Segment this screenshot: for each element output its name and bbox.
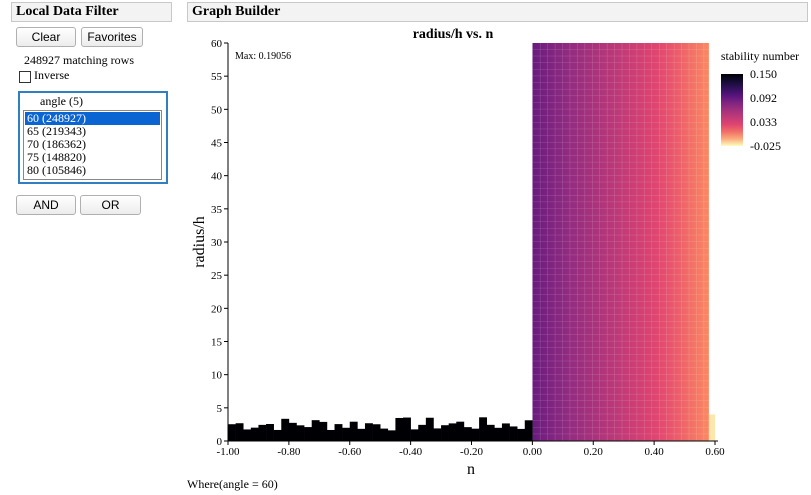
local-data-filter-title: Local Data Filter [11, 2, 172, 22]
heatmap-low-cell [486, 424, 495, 441]
list-item-angle-65[interactable]: 65 (219343) [27, 124, 86, 138]
y-tick-label: 15 [211, 337, 223, 349]
chart-title: radius/h vs. n [413, 27, 494, 42]
heatmap-low-cell [243, 429, 252, 441]
y-axis: 0 5 10 15 20 25 30 35 40 45 50 55 60 [211, 38, 228, 448]
matching-rows-text: 248927 matching rows [24, 53, 134, 67]
heatmap-low-cell [281, 418, 290, 441]
inverse-checkbox[interactable] [19, 71, 31, 83]
heatmap-low-cells [228, 417, 533, 441]
heatmap-low-cell [410, 429, 419, 441]
inverse-label: Inverse [34, 68, 70, 82]
heatmap-low-cell [250, 427, 259, 441]
legend-colorbar [721, 74, 743, 146]
heatmap-low-cell [403, 417, 411, 441]
x-tick-label: 0.20 [584, 446, 604, 458]
legend-labels: 0.150 0.092 0.033 -0.025 [750, 67, 781, 153]
heatmap-low-cell [380, 428, 389, 441]
list-item-angle-60[interactable]: 60 (248927) [25, 112, 160, 125]
y-axis-label: radius/h [191, 216, 208, 268]
legend-label: -0.025 [750, 139, 781, 153]
heatmap-low-cell [319, 421, 328, 441]
legend-label: 0.150 [750, 67, 777, 81]
heatmap-low-cell [395, 417, 404, 441]
heatmap-low-cell [479, 417, 488, 441]
y-tick-label: 55 [211, 71, 223, 83]
heatmap-cell-grid [532, 43, 709, 441]
and-button[interactable]: AND [16, 195, 76, 215]
x-tick-label: 0.40 [645, 446, 665, 458]
plot-area [228, 43, 715, 441]
legend-label: 0.092 [750, 91, 777, 105]
list-item-angle-80[interactable]: 80 (105846) [27, 163, 86, 177]
heatmap-low-cell [311, 420, 320, 441]
heatmap-low-cell [342, 427, 351, 441]
heatmap-low-cell [228, 424, 236, 441]
y-tick-label: 20 [211, 303, 223, 315]
x-tick-label: 0.00 [523, 446, 543, 458]
y-tick-label: 60 [211, 38, 223, 50]
favorites-button[interactable]: Favorites [81, 27, 143, 47]
heatmap-low-cell [418, 424, 427, 441]
heatmap-low-cell [501, 423, 510, 441]
heatmap-low-cell [334, 424, 343, 441]
heatmap-low-cell [471, 428, 480, 441]
heatmap-low-cell [425, 417, 434, 441]
max-annotation: Max: 0.19056 [235, 51, 291, 62]
heatmap-low-cell [448, 423, 457, 441]
heatmap-low-cell [296, 425, 305, 441]
heatmap-region-edge [708, 414, 715, 441]
y-tick-label: 30 [211, 237, 223, 249]
or-button[interactable]: OR [80, 195, 141, 215]
heatmap-low-cell [288, 422, 297, 441]
x-tick-label: -0.80 [277, 446, 300, 458]
y-tick-label: 10 [211, 370, 223, 382]
heatmap-low-cell [433, 428, 442, 441]
x-axis-label: n [467, 461, 475, 478]
heatmap-low-cell [524, 420, 533, 441]
heatmap-low-cell [494, 427, 503, 441]
heatmap-low-cell [456, 421, 465, 441]
heatmap-low-cell [463, 427, 472, 441]
x-tick-label: 0.60 [705, 446, 725, 458]
graph-builder-title: Graph Builder [187, 2, 808, 22]
x-tick-label: -1.00 [217, 446, 240, 458]
legend-title: stability number [721, 49, 799, 63]
clear-button[interactable]: Clear [16, 27, 76, 47]
heatmap-low-cell [387, 430, 396, 441]
heatmap-low-cell [372, 424, 381, 441]
x-tick-label: -0.40 [399, 446, 422, 458]
heatmap-low-cell [266, 423, 274, 441]
heatmap-low-cell [273, 429, 282, 441]
y-tick-label: 0 [217, 436, 223, 448]
angle-listbox[interactable]: 60 (248927) 65 (219343) 70 (186362) 75 (… [23, 110, 162, 180]
x-tick-label: -0.60 [338, 446, 361, 458]
x-tick-label: -0.20 [460, 446, 483, 458]
list-item-angle-75[interactable]: 75 (148820) [27, 150, 86, 164]
heatmap-low-cell [441, 425, 449, 441]
heatmap-low-cell [509, 426, 518, 441]
angle-filter-panel: angle (5) 60 (248927) 65 (219343) 70 (18… [18, 91, 168, 184]
heatmap-low-cell [517, 428, 526, 441]
heatmap-low-cell [349, 421, 358, 441]
legend-label: 0.033 [750, 115, 777, 129]
y-tick-label: 45 [211, 138, 223, 150]
y-tick-label: 25 [211, 270, 223, 282]
heatmap-low-cell [326, 429, 335, 441]
angle-filter-header: angle (5) [40, 94, 83, 108]
x-axis: -1.00 -0.80 -0.60 -0.40 -0.20 0.00 0.20 0.40 0.6… [217, 441, 725, 458]
heatmap-low-cell [364, 423, 373, 441]
heatmap-low-cell [258, 424, 267, 441]
y-tick-label: 40 [211, 171, 223, 183]
list-item-angle-70[interactable]: 70 (186362) [27, 137, 86, 151]
y-tick-label: 5 [217, 403, 223, 415]
heatmap-low-cell [235, 423, 244, 441]
heatmap-low-cell [357, 428, 366, 441]
heatmap-low-cell [304, 427, 313, 441]
where-clause-text: Where(angle = 60) [187, 477, 278, 491]
y-tick-label: 35 [211, 204, 223, 216]
y-tick-label: 50 [211, 104, 223, 116]
